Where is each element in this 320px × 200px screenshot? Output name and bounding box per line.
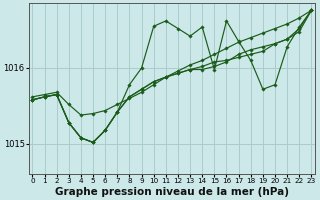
X-axis label: Graphe pression niveau de la mer (hPa): Graphe pression niveau de la mer (hPa) xyxy=(55,187,289,197)
